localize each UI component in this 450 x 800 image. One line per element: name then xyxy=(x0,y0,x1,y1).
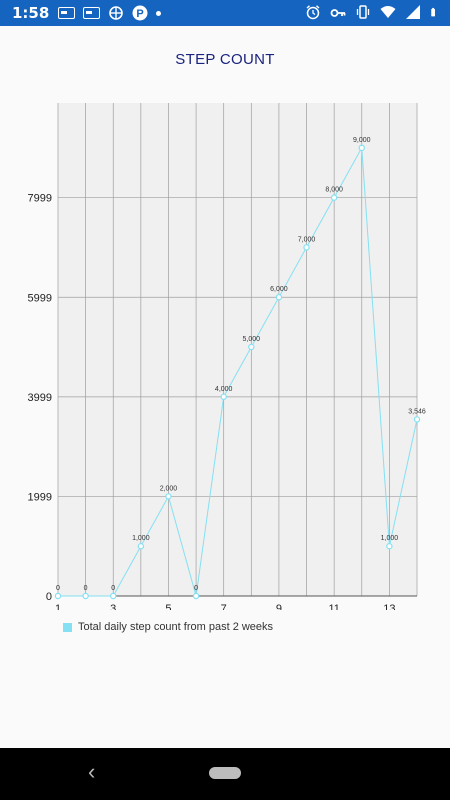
back-icon[interactable]: ‹ xyxy=(88,759,96,784)
x-tick-label: 11 xyxy=(328,603,339,610)
data-label: 1,000 xyxy=(132,535,150,542)
data-point xyxy=(386,543,393,550)
y-tick-label: 0 xyxy=(46,591,52,603)
data-point xyxy=(248,343,255,351)
data-label: 0 xyxy=(56,585,60,592)
chart-legend: Total daily step count from past 2 weeks xyxy=(63,621,273,633)
vibrate-icon xyxy=(356,5,370,19)
data-point xyxy=(110,592,117,600)
location-target-icon xyxy=(109,6,123,20)
y-tick-label: 1999 xyxy=(28,491,52,503)
data-label: 0 xyxy=(84,585,88,592)
data-label: 0 xyxy=(111,585,115,592)
battery-icon xyxy=(431,7,435,17)
status-bar: 1:58 P xyxy=(0,0,450,26)
legend-swatch xyxy=(63,622,72,632)
data-point xyxy=(137,543,145,550)
data-point xyxy=(275,294,283,301)
series-line xyxy=(58,146,418,597)
data-label: 2,000 xyxy=(160,485,178,492)
alarm-clock-icon xyxy=(306,5,320,20)
status-right-icons xyxy=(305,4,440,20)
message-card-icon xyxy=(58,7,75,19)
data-label: 6,000 xyxy=(270,286,288,293)
legend-label: Total daily step count from past 2 weeks xyxy=(78,621,274,633)
data-label: 3,546 xyxy=(408,408,426,415)
data-point xyxy=(413,416,421,423)
data-label: 4,000 xyxy=(215,386,233,393)
page-title: STEP COUNT xyxy=(175,51,275,68)
x-tick-label: 13 xyxy=(383,603,395,610)
data-point xyxy=(220,393,227,401)
data-label: 1,000 xyxy=(381,535,399,542)
data-point xyxy=(165,493,172,500)
vpn-key-icon xyxy=(330,9,346,17)
navigation-bar: ‹ xyxy=(0,748,450,800)
plot-area xyxy=(58,103,417,596)
data-point xyxy=(82,592,89,600)
data-label: 5,000 xyxy=(243,336,261,343)
data-point xyxy=(192,592,200,600)
dot-icon xyxy=(156,10,161,16)
data-point xyxy=(303,244,310,251)
y-tick-label: 3999 xyxy=(28,392,52,404)
svg-text:P: P xyxy=(136,8,143,20)
message-card-icon xyxy=(83,7,100,19)
data-point xyxy=(330,194,338,201)
x-tick-label: 9 xyxy=(276,603,282,610)
data-label: 0 xyxy=(194,585,198,592)
y-tick-label: 7999 xyxy=(28,193,52,205)
wifi-icon xyxy=(380,6,396,18)
data-label: 9,000 xyxy=(353,137,371,144)
data-label: 7,000 xyxy=(298,236,316,243)
signal-icon xyxy=(406,5,420,19)
x-tick-label: 7 xyxy=(221,603,227,610)
data-point xyxy=(358,144,365,152)
data-label: 8,000 xyxy=(325,187,343,194)
status-left-icons: P xyxy=(58,5,161,21)
status-time: 1:58 xyxy=(12,4,50,22)
data-point xyxy=(54,592,62,600)
x-tick-label: 3 xyxy=(110,603,116,610)
parking-p-icon: P xyxy=(132,5,148,21)
home-pill-icon[interactable] xyxy=(209,767,241,779)
x-tick-label: 1 xyxy=(55,603,61,610)
x-tick-label: 5 xyxy=(165,603,171,610)
y-tick-label: 5999 xyxy=(28,292,52,304)
